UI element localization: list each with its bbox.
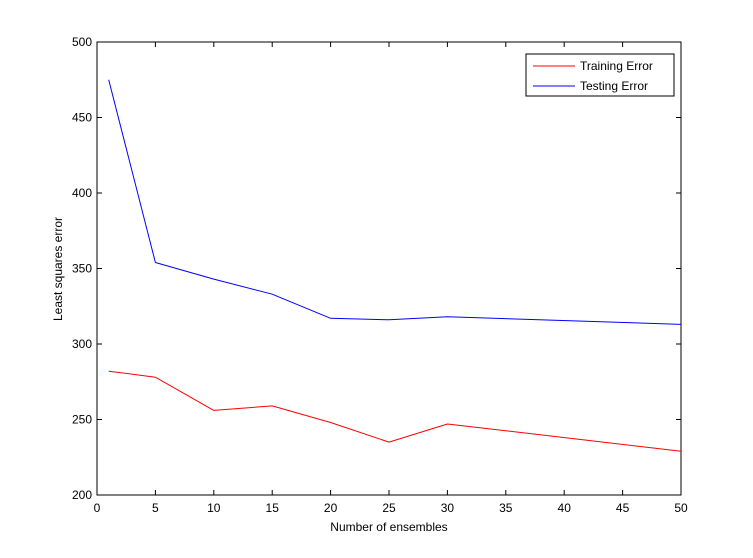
x-tick-label: 40: [558, 501, 572, 515]
legend-box: [525, 53, 675, 97]
x-tick-label: 45: [616, 501, 630, 515]
plot-area: [96, 41, 682, 496]
y-axis-label: Least squares error: [51, 217, 65, 321]
y-tick-label: 450: [72, 111, 92, 125]
y-tick-label: 200: [72, 488, 92, 502]
data-series: [108, 79, 682, 452]
legend: Training Error Testing Error: [525, 53, 675, 97]
x-tick-label: 30: [441, 501, 455, 515]
y-tick-label: 250: [72, 413, 92, 427]
training-error-line: [108, 370, 682, 452]
y-tick-label: 350: [72, 262, 92, 276]
y-tick-label: 300: [72, 337, 92, 351]
x-tick-label: 0: [94, 501, 101, 515]
x-tick-label: 15: [266, 501, 280, 515]
x-tick-label: 35: [499, 501, 513, 515]
x-tick-label: 10: [207, 501, 221, 515]
x-tick-label: 25: [382, 501, 396, 515]
legend-label-testing: Testing Error: [580, 79, 648, 93]
x-axis-label: Number of ensembles: [330, 520, 447, 534]
y-tick-label: 400: [72, 186, 92, 200]
x-tick-label: 50: [674, 501, 688, 515]
x-tick-label: 20: [324, 501, 338, 515]
y-tick-label: 500: [72, 35, 92, 49]
axis-ticks: 0 5 10 15 20 25 30 35 40 45 50 200 250 300 350 400 450 50…: [72, 35, 688, 515]
legend-label-training: Training Error: [580, 59, 653, 73]
x-tick-label: 5: [152, 501, 159, 515]
testing-error-line: [108, 79, 682, 325]
